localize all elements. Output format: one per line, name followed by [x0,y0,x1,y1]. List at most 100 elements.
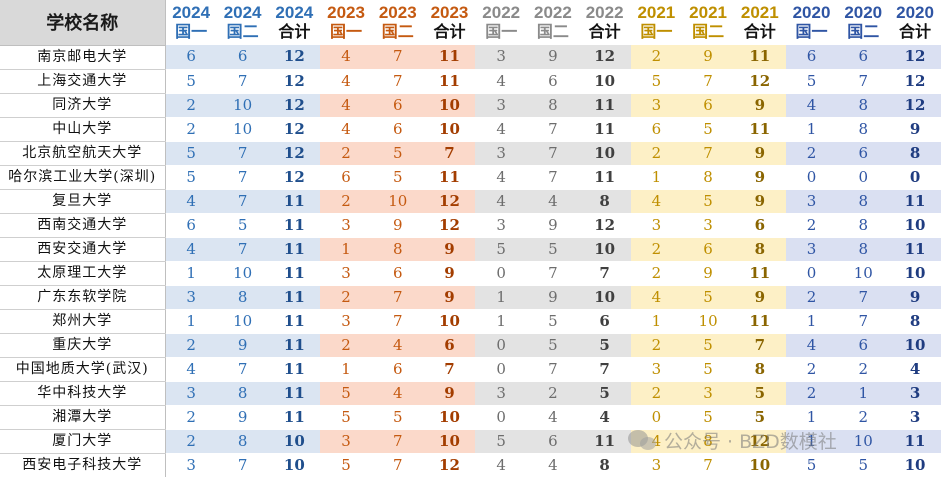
value-cell-2020-guo1: 2 [785,141,838,166]
value-cell-2022-total: 11 [578,117,631,142]
value-cell-2020-total: 12 [889,69,941,94]
value-cell-2021-guo2: 7 [682,69,734,94]
value-cell-2020-guo2: 2 [837,405,890,430]
table-row: 同济大学 2 10 12 4 6 10 3 8 11 3 6 9 4 8 12 [0,93,941,118]
table-row: 厦门大学 2 8 10 3 7 10 5 6 11 4 8 12 1 10 11 [0,429,941,454]
value-cell-2020-guo2: 6 [837,45,890,70]
header-2022-total: 2022 合计 [578,0,631,45]
value-cell-2023-total: 7 [423,357,476,382]
school-name-cell: 上海交通大学 [0,69,166,94]
value-cell-2023-guo1: 3 [320,309,372,334]
value-cell-2020-guo1: 1 [785,117,838,142]
header-2024-guo1: 2024 国一 [165,0,217,45]
value-cell-2020-total: 0 [889,165,941,190]
value-cell-2020-guo1: 4 [785,333,838,358]
value-cell-2022-total: 10 [578,237,631,262]
value-cell-2023-total: 11 [423,69,476,94]
table-row: 太原理工大学 1 10 11 3 6 9 0 7 7 2 9 11 0 10 10 [0,261,941,286]
value-cell-2022-guo1: 4 [475,117,528,142]
table-row: 复旦大学 4 7 11 2 10 12 4 4 8 4 5 9 3 8 11 [0,189,941,214]
value-cell-2024-guo2: 7 [216,141,269,166]
header-type: 合计 [899,23,932,41]
value-cell-2023-total: 10 [423,429,476,454]
value-cell-2020-guo1: 2 [785,285,838,310]
table-header: 学校名称 2024 国一 2024 国二 2024 合计 2023 国一 2023 国二 2023 合… [0,0,941,46]
value-cell-2024-total: 10 [268,429,321,454]
value-cell-2024-guo1: 6 [165,213,217,238]
value-cell-2024-total: 12 [268,141,321,166]
header-2023-guo2: 2023 国二 [371,0,424,45]
value-cell-2021-guo1: 2 [630,261,683,286]
value-cell-2024-guo2: 6 [216,45,269,70]
header-2020-guo2: 2020 国二 [837,0,890,45]
value-cell-2024-guo2: 7 [216,189,269,214]
value-cell-2022-guo2: 4 [527,453,579,477]
value-cell-2022-guo2: 2 [527,381,579,406]
value-cell-2022-total: 12 [578,213,631,238]
value-cell-2020-guo2: 0 [837,165,890,190]
value-cell-2024-guo1: 5 [165,69,217,94]
value-cell-2022-guo1: 1 [475,285,528,310]
header-2020-guo1: 2020 国一 [785,0,838,45]
value-cell-2020-guo1: 3 [785,189,838,214]
value-cell-2022-guo2: 4 [527,405,579,430]
value-cell-2024-total: 12 [268,45,321,70]
header-year: 2023 [327,2,365,22]
header-type: 国二 [381,23,414,41]
value-cell-2021-guo1: 3 [630,357,683,382]
school-name-cell: 同济大学 [0,93,166,118]
value-cell-2023-total: 9 [423,261,476,286]
value-cell-2021-total: 11 [733,45,786,70]
value-cell-2024-guo1: 1 [165,309,217,334]
value-cell-2024-total: 12 [268,93,321,118]
header-type: 国二 [847,23,880,41]
value-cell-2024-guo2: 7 [216,357,269,382]
value-cell-2022-total: 10 [578,285,631,310]
value-cell-2021-guo2: 5 [682,333,734,358]
header-type: 国一 [175,23,208,41]
header-school-name: 学校名称 [0,0,166,46]
value-cell-2020-guo1: 1 [785,405,838,430]
value-cell-2022-guo2: 6 [527,429,579,454]
value-cell-2023-total: 11 [423,165,476,190]
value-cell-2023-guo2: 4 [371,381,424,406]
value-cell-2021-total: 5 [733,381,786,406]
value-cell-2023-guo2: 5 [371,405,424,430]
value-cell-2023-guo2: 6 [371,93,424,118]
value-cell-2024-guo2: 5 [216,213,269,238]
value-cell-2021-guo2: 9 [682,261,734,286]
value-cell-2020-total: 10 [889,453,941,477]
value-cell-2022-total: 10 [578,141,631,166]
value-cell-2023-guo1: 5 [320,381,372,406]
value-cell-2023-guo1: 3 [320,213,372,238]
value-cell-2022-guo1: 5 [475,237,528,262]
value-cell-2020-guo1: 2 [785,381,838,406]
value-cell-2023-guo2: 4 [371,333,424,358]
header-type: 合计 [588,23,621,41]
value-cell-2022-total: 11 [578,165,631,190]
value-cell-2021-guo1: 5 [630,69,683,94]
value-cell-2020-total: 12 [889,93,941,118]
value-cell-2024-guo2: 7 [216,165,269,190]
value-cell-2021-total: 12 [733,69,786,94]
value-cell-2021-guo1: 2 [630,237,683,262]
value-cell-2024-guo2: 8 [216,285,269,310]
value-cell-2020-guo2: 8 [837,93,890,118]
school-name-cell: 哈尔滨工业大学(深圳) [0,165,166,190]
value-cell-2022-guo2: 8 [527,93,579,118]
value-cell-2022-total: 5 [578,333,631,358]
value-cell-2024-guo1: 3 [165,285,217,310]
value-cell-2022-guo1: 5 [475,429,528,454]
header-year: 2021 [689,2,727,22]
value-cell-2024-guo1: 4 [165,189,217,214]
value-cell-2021-total: 10 [733,453,786,477]
value-cell-2022-total: 5 [578,381,631,406]
value-cell-2020-total: 9 [889,117,941,142]
school-name-cell: 西南交通大学 [0,213,166,238]
table-row: 中国地质大学(武汉) 4 7 11 1 6 7 0 7 7 3 5 8 2 2 4 [0,357,941,382]
header-2023-guo1: 2023 国一 [320,0,372,45]
value-cell-2024-total: 11 [268,405,321,430]
value-cell-2023-total: 12 [423,453,476,477]
value-cell-2023-guo2: 7 [371,453,424,477]
